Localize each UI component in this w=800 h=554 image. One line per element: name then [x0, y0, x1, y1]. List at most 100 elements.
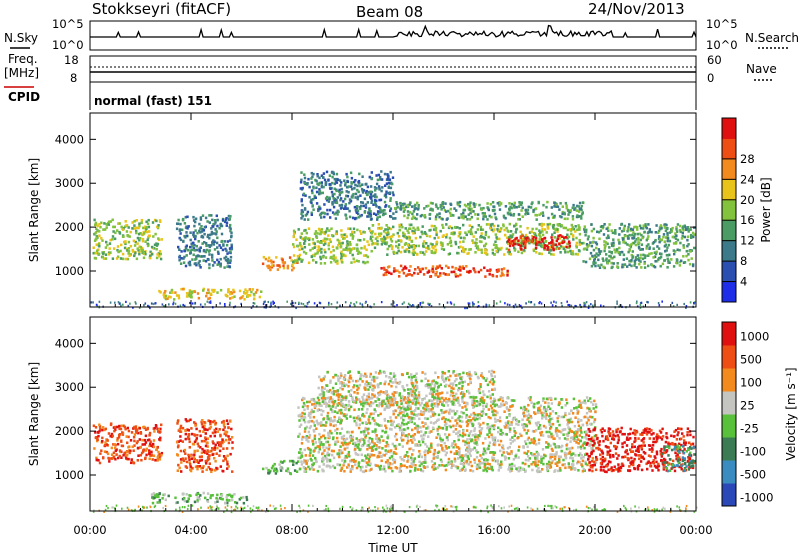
power-cell	[192, 215, 195, 219]
velocity-cell	[161, 497, 164, 500]
velocity-cell	[499, 396, 502, 399]
velocity-cell	[430, 444, 433, 447]
power-cell	[428, 213, 431, 216]
power-cell	[216, 263, 219, 266]
power-cell	[336, 301, 339, 304]
velocity-cell	[593, 418, 597, 421]
velocity-cell	[541, 468, 544, 471]
power-cell	[606, 242, 609, 246]
power-cell	[647, 254, 650, 257]
power-cell	[344, 183, 347, 187]
power-cell	[596, 230, 599, 234]
velocity-cell	[446, 438, 449, 442]
power-cell	[334, 232, 338, 236]
power-cell	[418, 268, 421, 271]
velocity-cell	[103, 450, 107, 453]
power-cell	[653, 251, 656, 254]
velocity-cell	[209, 467, 212, 471]
power-cell	[194, 237, 197, 241]
velocity-cell	[395, 444, 398, 448]
power-cell	[467, 207, 470, 210]
power-cell	[308, 243, 311, 246]
power-cell	[319, 207, 322, 210]
power-cell	[327, 243, 330, 247]
power-cell	[226, 265, 229, 268]
velocity-cell	[307, 440, 310, 443]
power-cell	[370, 239, 374, 242]
power-cell	[189, 249, 192, 252]
power-cell	[672, 249, 675, 252]
power-cell	[506, 240, 510, 243]
power-cell	[463, 203, 467, 207]
power-cell	[476, 228, 479, 231]
velocity-cell	[200, 451, 204, 455]
velocity-cell	[144, 441, 148, 444]
power-cell	[620, 304, 622, 307]
power-cell	[672, 242, 676, 245]
power-cell	[384, 205, 387, 208]
power-cell	[379, 176, 382, 179]
velocity-cell	[579, 429, 583, 432]
power-cell	[164, 289, 167, 293]
nsky-panel: N.Sky 10^5 10^0 10^5 10^0 N.Search	[4, 17, 799, 52]
power-cell	[144, 302, 147, 305]
velocity-cell	[157, 457, 160, 461]
power-cell	[667, 259, 670, 263]
velocity-cell	[502, 451, 505, 454]
power-cell	[356, 188, 359, 192]
velocity-cell	[330, 405, 333, 409]
power-cell	[463, 208, 467, 212]
power-cell	[622, 253, 626, 257]
velocity-cell	[116, 442, 120, 446]
power-cell	[369, 237, 372, 241]
power-cell	[382, 266, 386, 270]
velocity-cell	[513, 434, 516, 437]
velocity-cell	[224, 457, 227, 461]
power-cell	[450, 270, 453, 274]
power-cell	[544, 240, 547, 243]
velocity-cell	[367, 460, 371, 463]
power-cell	[367, 243, 370, 247]
power-cell	[411, 212, 414, 216]
power-cell	[689, 250, 692, 253]
velocity-cell	[418, 396, 421, 399]
velocity-cell	[558, 457, 561, 461]
power-cell	[608, 254, 611, 258]
power-cell	[511, 235, 514, 238]
nsky-trace	[90, 24, 697, 39]
velocity-cell	[317, 450, 320, 454]
power-cell	[384, 242, 387, 245]
velocity-cell	[273, 462, 276, 466]
velocity-cell	[390, 466, 393, 470]
power-cell	[666, 236, 670, 240]
velocity-cell	[354, 463, 357, 466]
velocity-cell	[554, 397, 557, 401]
power-cell	[503, 253, 506, 256]
velocity-cell	[425, 408, 428, 411]
power-cell	[114, 231, 117, 235]
power-cell	[434, 228, 437, 232]
power-cell	[462, 240, 465, 243]
power-cell	[224, 255, 228, 259]
power-cell	[412, 244, 416, 248]
power-cell	[323, 232, 326, 236]
power-cell	[338, 239, 341, 243]
power-cell	[660, 226, 663, 230]
power-cell	[369, 193, 372, 196]
power-cell	[92, 246, 95, 249]
velocity-cell	[224, 501, 227, 505]
power-cell	[530, 235, 534, 238]
velocity-cell	[101, 440, 104, 443]
power-cell	[444, 273, 447, 276]
power-cell	[635, 237, 638, 241]
velocity-cell	[315, 419, 318, 423]
velocity-cell	[128, 451, 131, 455]
velocity-cell	[208, 450, 211, 453]
velocity-cell	[391, 422, 394, 426]
power-cell	[408, 227, 411, 230]
velocity-cell	[336, 436, 339, 440]
power-cell	[366, 193, 369, 196]
velocity-cell	[430, 446, 433, 449]
velocity-cell	[227, 435, 230, 438]
velocity-cell	[207, 419, 210, 422]
